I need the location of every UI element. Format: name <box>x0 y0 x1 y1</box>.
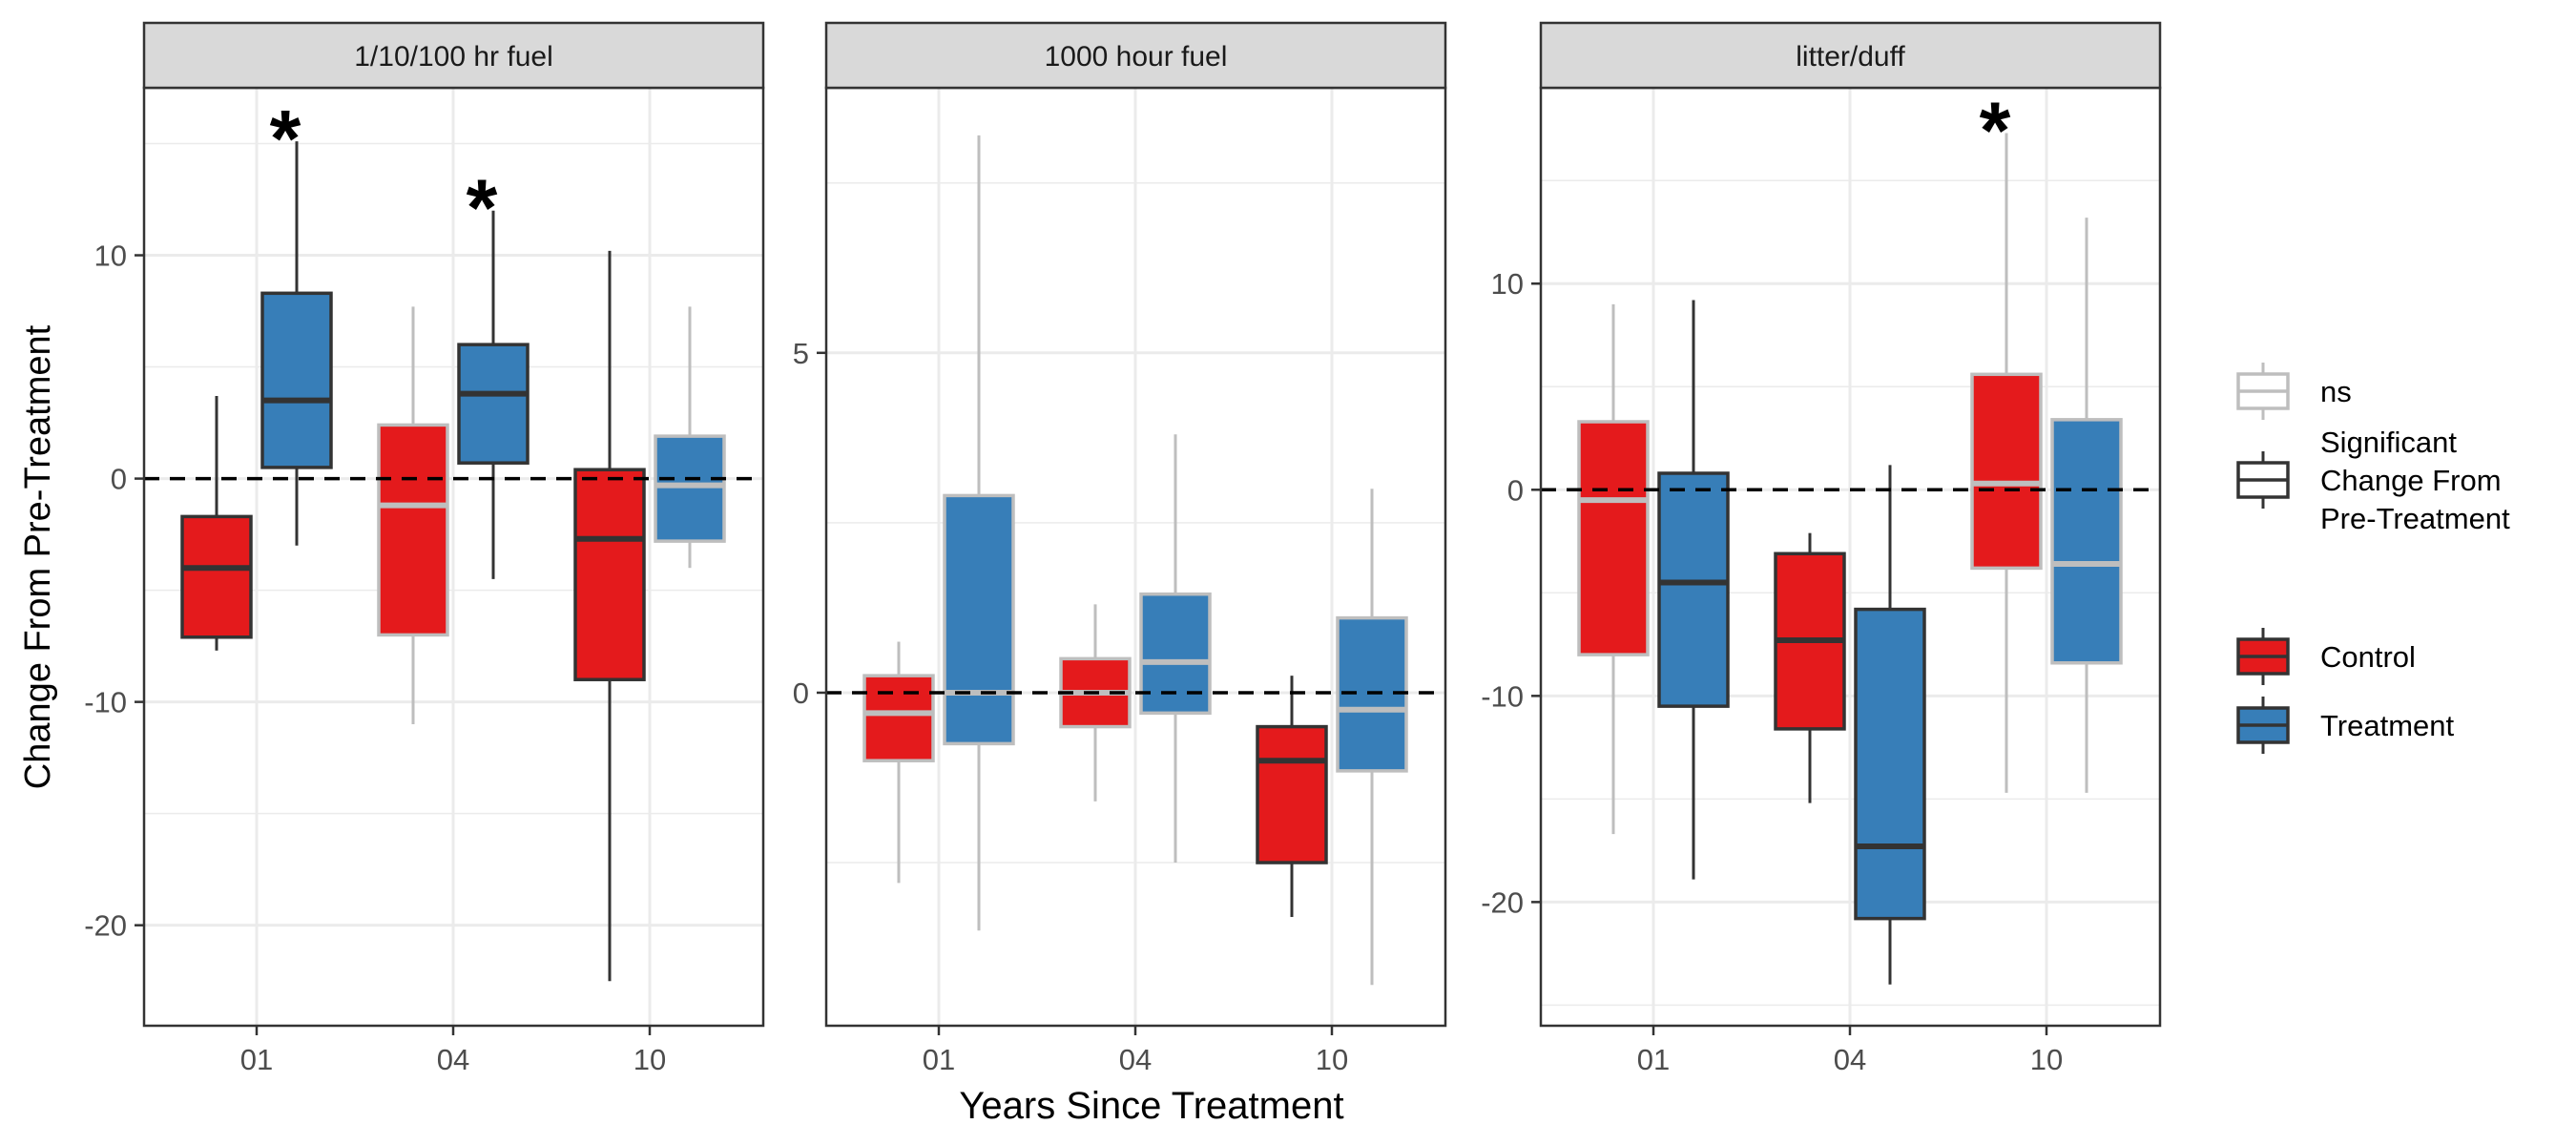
box-body <box>1854 607 1926 921</box>
y-tick-label: 10 <box>1491 267 1524 301</box>
box-body <box>1256 724 1328 864</box>
x-axis-title: Years Since Treatment <box>959 1085 1343 1127</box>
box-treatment-01: * <box>260 94 333 546</box>
legend-label-sig: Change From <box>2320 464 2502 497</box>
legend-key-treatment <box>2236 697 2290 754</box>
facet-strip-label: 1000 hour fuel <box>1045 41 1228 73</box>
box-body <box>1336 615 1408 773</box>
box-body <box>573 468 646 681</box>
box-body <box>654 434 726 543</box>
box-control-10 <box>1256 676 1328 918</box>
x-tick-label: 10 <box>1316 1043 1348 1076</box>
box-body <box>457 343 530 465</box>
facet-strip <box>1539 21 2162 90</box>
panel-1: * * 1/10/100 hr fuel -20 -10 0 10 01 04 10 <box>84 21 765 1076</box>
box-treatment-01 <box>1657 300 1730 880</box>
box-body <box>1577 420 1650 656</box>
box-control-10 <box>573 250 646 982</box>
legend-key-ns <box>2236 363 2290 420</box>
box-treatment-10 <box>1336 489 1408 986</box>
box-treatment-04: * <box>457 163 530 579</box>
box-treatment-10 <box>654 306 726 569</box>
y-tick-label: -20 <box>84 909 127 943</box>
box-control-04 <box>377 306 449 725</box>
panel-2: 1000 hour fuel 0 5 01 04 10 <box>793 21 1447 1076</box>
box-treatment-10 <box>2050 218 2123 793</box>
box-control-04 <box>1774 532 1846 803</box>
y-tick-label: -10 <box>84 686 127 719</box>
box-body <box>260 291 333 469</box>
significance-star: * <box>467 163 498 253</box>
facet-strip <box>824 21 1447 90</box>
y-tick-label: 0 <box>1507 473 1524 507</box>
legend-key-sig <box>2236 451 2290 509</box>
x-tick-label: 01 <box>1637 1043 1670 1076</box>
box-body <box>2050 418 2123 665</box>
box-treatment-04 <box>1854 465 1926 985</box>
y-tick-label: -20 <box>1481 885 1524 919</box>
legend: ns Significant Change From Pre-Treatment Con… <box>2236 363 2510 754</box>
facet-strip-label: 1/10/100 hr fuel <box>354 41 553 73</box>
y-tick-label: 10 <box>94 239 127 273</box>
y-tick-label: 5 <box>793 337 809 370</box>
box-control-10: * <box>1970 86 2043 793</box>
box-body <box>377 423 449 637</box>
y-tick-label: 0 <box>111 463 127 496</box>
x-tick-label: 10 <box>634 1043 666 1076</box>
legend-label-sig: Pre-Treatment <box>2320 502 2510 535</box>
facet-strip-label: litter/duff <box>1796 41 1905 73</box>
legend-label-control: Control <box>2320 640 2416 674</box>
box-body <box>1657 471 1730 708</box>
box-control-01 <box>862 641 935 884</box>
x-tick-label: 10 <box>2030 1043 2063 1076</box>
x-tick-label: 04 <box>1119 1043 1152 1076</box>
significance-star: * <box>270 94 301 183</box>
significance-star: * <box>1980 86 2011 176</box>
y-tick-label: 0 <box>793 677 809 710</box>
box-control-01 <box>1577 303 1650 835</box>
legend-label-treatment: Treatment <box>2320 709 2455 742</box>
box-body <box>943 493 1015 746</box>
panel-3: * litter/duff -20 -10 0 10 01 04 10 <box>1481 21 2162 1076</box>
box-body <box>180 514 253 639</box>
x-tick-label: 01 <box>240 1043 273 1076</box>
box-body <box>1139 592 1212 716</box>
y-axis-title: Change From Pre-Treatment <box>18 324 58 789</box>
x-tick-label: 04 <box>1834 1043 1866 1076</box>
y-tick-label: -10 <box>1481 679 1524 713</box>
legend-label-sig: Significant <box>2320 426 2457 459</box>
legend-label-ns: ns <box>2320 375 2352 408</box>
box-body <box>1970 372 2043 571</box>
x-tick-label: 04 <box>437 1043 469 1076</box>
box-treatment-01 <box>943 135 1015 931</box>
box-control-01 <box>180 395 253 651</box>
legend-key-control <box>2236 628 2290 685</box>
box-body <box>862 674 935 762</box>
x-tick-label: 01 <box>923 1043 955 1076</box>
facet-strip <box>142 21 765 90</box>
